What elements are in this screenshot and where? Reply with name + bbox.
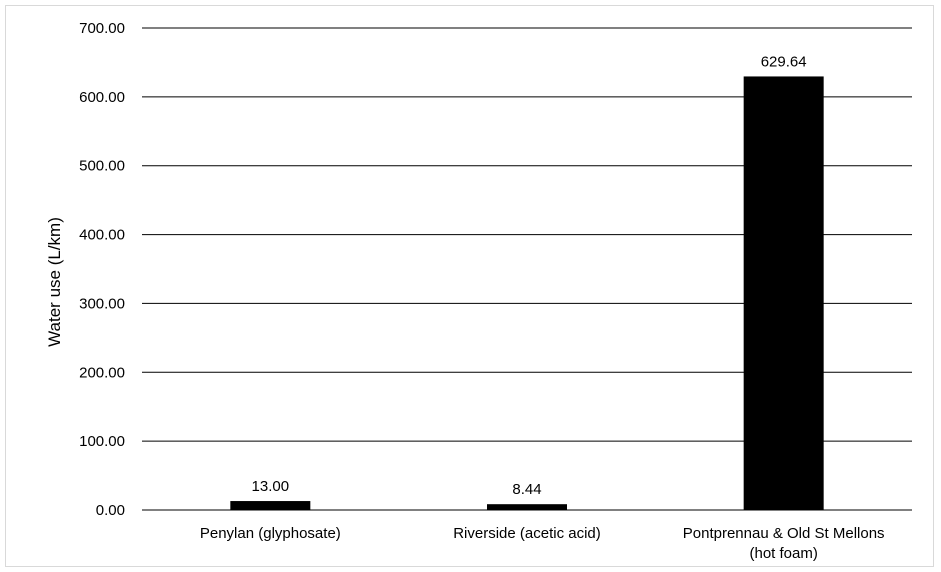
- y-tick-label: 300.00: [79, 295, 125, 312]
- category-label-line: (hot foam): [749, 545, 817, 562]
- category-label-line: Pontprennau & Old St Mellons: [683, 525, 885, 542]
- y-tick-label: 400.00: [79, 227, 125, 244]
- data-label: 13.00: [252, 478, 290, 495]
- bars: [230, 76, 824, 511]
- y-tick-label: 600.00: [79, 89, 125, 106]
- data-label: 629.64: [761, 53, 807, 70]
- bar: [743, 76, 824, 511]
- y-axis-tick-labels: 0.00 100.00 200.00 300.00 400.00 500.00 600.00…: [79, 20, 125, 519]
- category-label: Riverside (acetic acid): [453, 525, 601, 542]
- category-label: Pontprennau & Old St Mellons (hot foam): [683, 525, 885, 562]
- category-label: Penylan (glyphosate): [200, 525, 341, 542]
- y-tick-label: 700.00: [79, 20, 125, 37]
- data-labels: 13.00 8.44 629.64: [252, 53, 807, 498]
- bar: [230, 501, 311, 510]
- y-tick-label: 100.00: [79, 433, 125, 450]
- data-label: 8.44: [512, 481, 541, 498]
- y-tick-label: 0.00: [96, 502, 125, 519]
- y-axis-title: Water use (L/km): [45, 217, 64, 347]
- x-axis-category-labels: Penylan (glyphosate) Riverside (acetic ac…: [200, 525, 885, 562]
- y-tick-label: 200.00: [79, 364, 125, 381]
- category-label-line: Penylan (glyphosate): [200, 525, 341, 542]
- bar: [487, 504, 567, 510]
- y-tick-label: 500.00: [79, 158, 125, 175]
- category-label-line: Riverside (acetic acid): [453, 525, 601, 542]
